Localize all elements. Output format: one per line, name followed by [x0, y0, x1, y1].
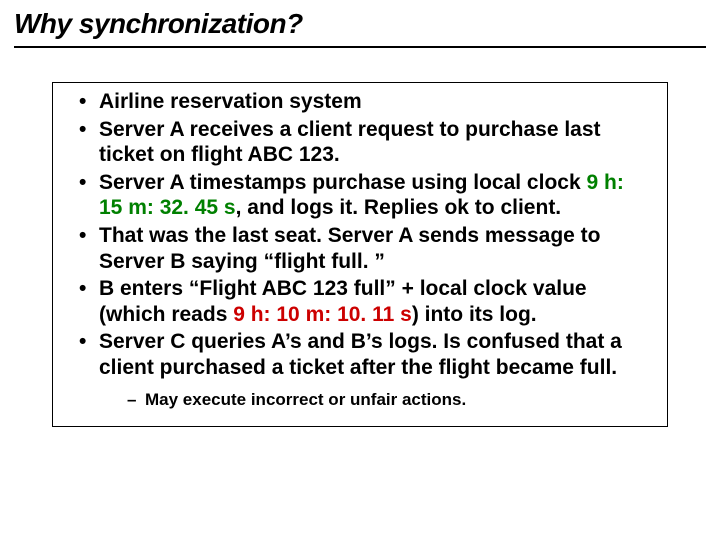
- list-item: B enters “Flight ABC 123 full” + local c…: [79, 276, 649, 327]
- content-box: Airline reservation system Server A rece…: [52, 82, 668, 427]
- list-item: That was the last seat. Server A sends m…: [79, 223, 649, 274]
- title-divider: [14, 46, 706, 48]
- slide: Why synchronization? Airline reservation…: [0, 0, 720, 540]
- text-run: ) into its log.: [412, 303, 537, 326]
- list-item: Server A receives a client request to pu…: [79, 117, 649, 168]
- timestamp-red: 9 h: 10 m: 10. 11 s: [233, 303, 412, 326]
- sub-list-item: May execute incorrect or unfair actions.: [127, 389, 649, 410]
- text-run: Server C queries A’s and B’s logs. Is co…: [99, 330, 622, 379]
- list-item: Server C queries A’s and B’s logs. Is co…: [79, 329, 649, 409]
- slide-title: Why synchronization?: [14, 8, 706, 40]
- list-item: Server A timestamps purchase using local…: [79, 170, 649, 221]
- bullet-list: Airline reservation system Server A rece…: [71, 89, 649, 410]
- sub-bullet-list: May execute incorrect or unfair actions.: [99, 389, 649, 410]
- text-run: Server A timestamps purchase using local…: [99, 171, 586, 194]
- text-run: , and logs it. Replies ok to client.: [236, 196, 562, 219]
- list-item: Airline reservation system: [79, 89, 649, 115]
